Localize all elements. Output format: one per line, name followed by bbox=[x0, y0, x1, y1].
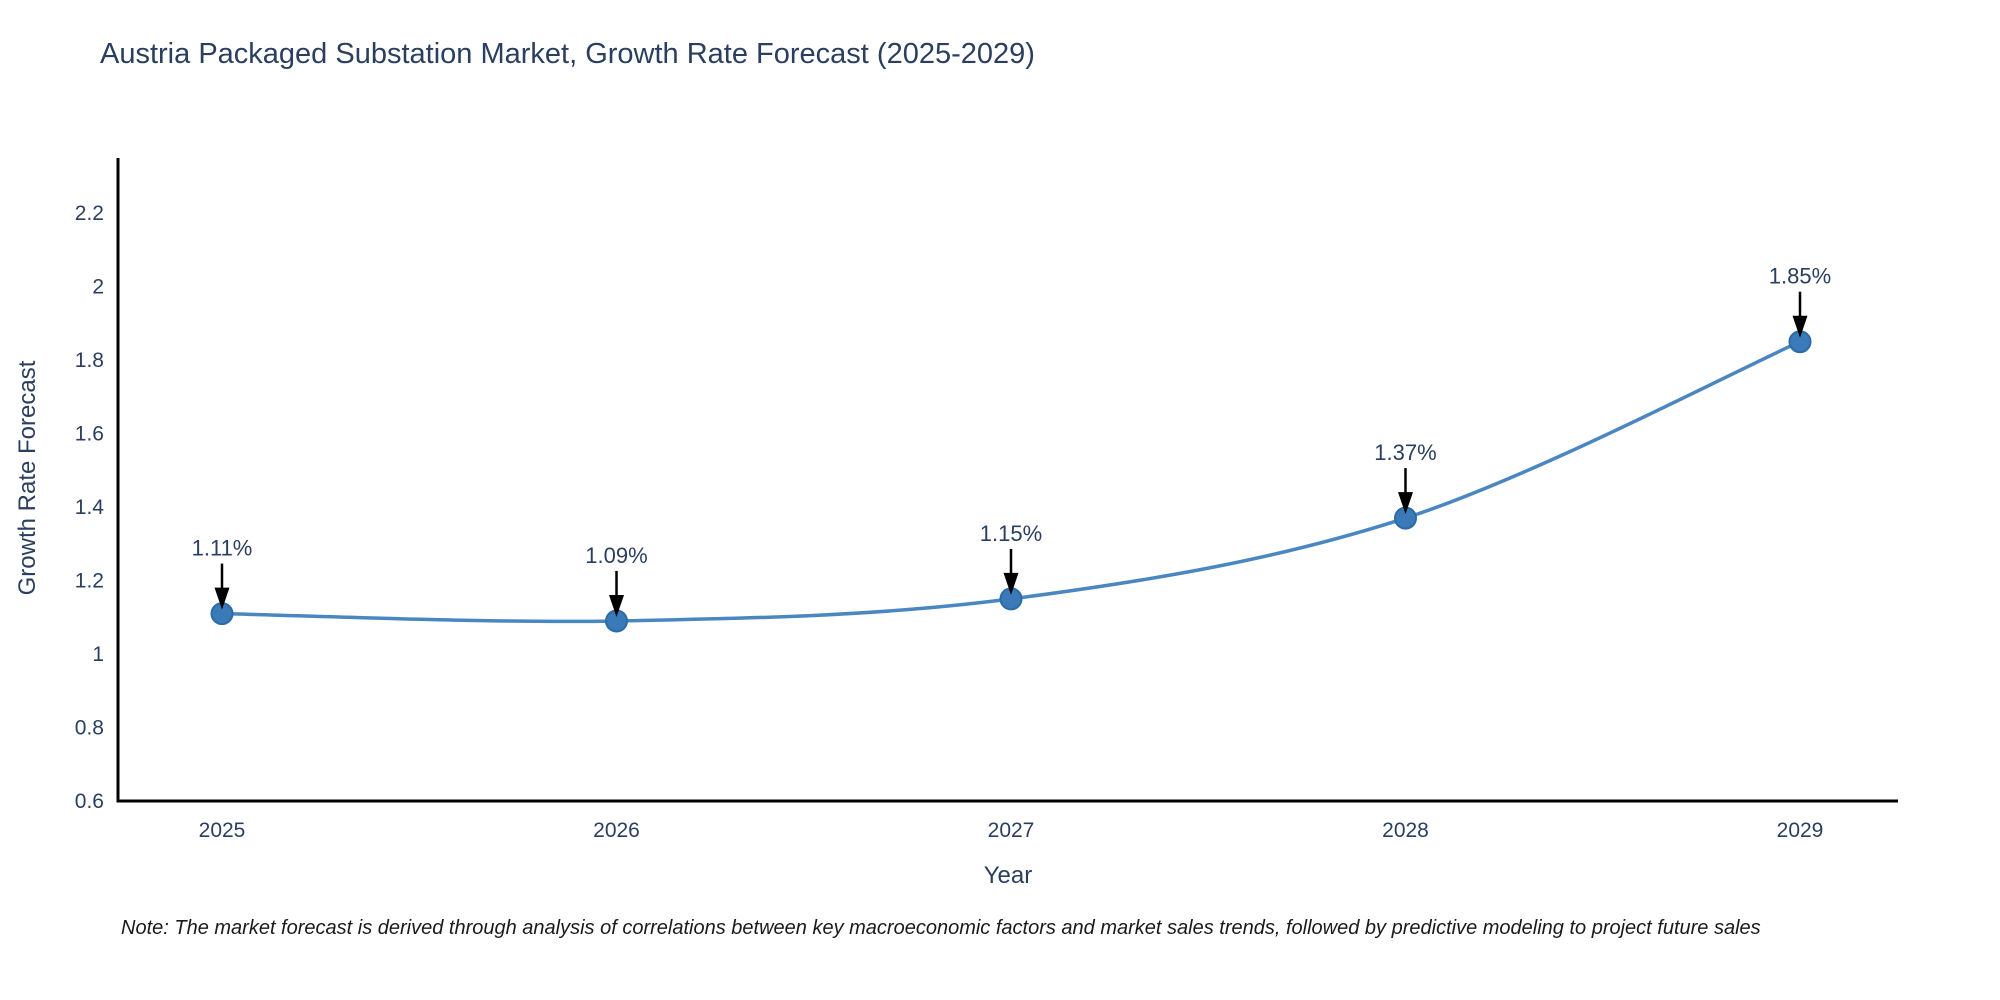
y-tick-label: 0.8 bbox=[75, 717, 104, 740]
y-tick-label: 1.2 bbox=[75, 570, 104, 593]
x-tick-label: 2025 bbox=[199, 819, 246, 842]
y-tick-label: 1.8 bbox=[75, 349, 104, 372]
y-tick-label: 1 bbox=[92, 643, 104, 666]
y-tick-label: 2.2 bbox=[75, 202, 104, 225]
x-tick-label: 2026 bbox=[593, 819, 640, 842]
x-tick-label: 2029 bbox=[1777, 819, 1824, 842]
point-value-label: 1.85% bbox=[1769, 264, 1831, 289]
annotation-arrow-head bbox=[214, 587, 230, 610]
x-tick-label: 2027 bbox=[988, 819, 1035, 842]
annotation-arrow-head bbox=[1792, 315, 1808, 338]
y-axis-title: Growth Rate Forecast bbox=[14, 360, 41, 596]
point-value-label: 1.09% bbox=[585, 543, 647, 568]
point-value-label: 1.11% bbox=[192, 536, 253, 561]
x-axis-title: Year bbox=[983, 862, 1033, 889]
annotation-arrow-head bbox=[1398, 492, 1413, 515]
x-tick-label: 2028 bbox=[1382, 819, 1429, 842]
point-value-label: 1.15% bbox=[980, 521, 1042, 546]
y-tick-label: 0.6 bbox=[75, 790, 104, 813]
point-value-label: 1.37% bbox=[1374, 440, 1436, 465]
y-tick-label: 2 bbox=[92, 276, 104, 299]
annotation-arrow-head bbox=[1003, 572, 1019, 595]
footnote: Note: The market forecast is derived thr… bbox=[121, 917, 1761, 939]
y-tick-label: 1.6 bbox=[75, 423, 104, 446]
y-tick-label: 1.4 bbox=[75, 496, 105, 519]
annotation-arrow-head bbox=[609, 594, 624, 617]
chart-title: Austria Packaged Substation Market, Grow… bbox=[100, 38, 1035, 70]
